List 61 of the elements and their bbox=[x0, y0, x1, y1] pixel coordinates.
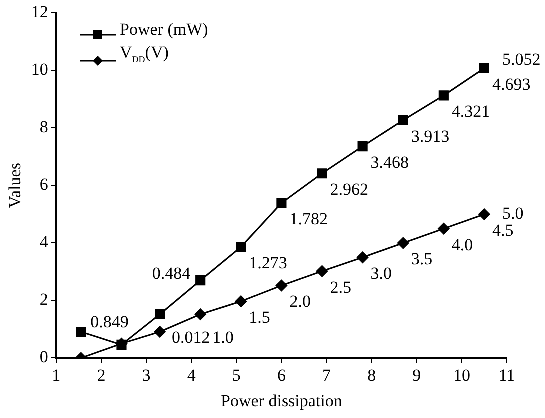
annotation: 3.468 bbox=[370, 153, 410, 172]
x-axis-title: Power dissipation bbox=[221, 391, 343, 410]
point bbox=[358, 142, 368, 152]
annotation: 4.0 bbox=[452, 235, 474, 254]
annotation: 2.962 bbox=[330, 180, 369, 200]
x-tick-label: 11 bbox=[498, 366, 516, 385]
legend-label: Power (mW) bbox=[120, 19, 208, 41]
point bbox=[317, 168, 328, 179]
point bbox=[438, 223, 450, 235]
x-tick-label: 9 bbox=[412, 366, 422, 385]
point bbox=[235, 296, 247, 308]
point bbox=[276, 198, 287, 208]
annotation: 1.782 bbox=[290, 210, 328, 229]
point bbox=[398, 237, 410, 249]
x-tick-label: 5 bbox=[232, 366, 241, 385]
annotation: 3.913 bbox=[411, 126, 450, 146]
x-tick-label: 8 bbox=[368, 366, 376, 385]
annotation: 2.0 bbox=[290, 292, 311, 312]
point bbox=[479, 63, 490, 74]
x-tick-label: 7 bbox=[322, 366, 332, 385]
point bbox=[196, 276, 206, 286]
point bbox=[276, 280, 288, 292]
point bbox=[76, 326, 86, 338]
y-tick-label: 8 bbox=[40, 118, 48, 137]
annotation: 0.849 bbox=[90, 312, 129, 332]
point bbox=[194, 308, 206, 320]
y-tick-label: 0 bbox=[40, 348, 48, 367]
annotation: 0.484 bbox=[152, 264, 192, 284]
point bbox=[154, 326, 166, 338]
x-tick-label: 2 bbox=[97, 366, 106, 385]
annotation: 0.012 bbox=[172, 328, 210, 347]
point bbox=[398, 115, 408, 126]
x-tick-label: 10 bbox=[453, 366, 470, 385]
y-axis-title: Values bbox=[6, 163, 25, 208]
annotation: 4.693 bbox=[492, 74, 531, 94]
y-tick-label: 4 bbox=[40, 232, 49, 252]
annotation: 1.273 bbox=[249, 254, 288, 273]
y-tick-label: 2 bbox=[40, 290, 48, 310]
annotation: 1.5 bbox=[249, 308, 270, 328]
point bbox=[316, 266, 328, 278]
x-tick-label: 3 bbox=[142, 366, 151, 385]
x-tick-label: 6 bbox=[277, 366, 286, 385]
annotation: 1.0 bbox=[212, 328, 234, 347]
annotation: 3.0 bbox=[370, 264, 392, 284]
annotation: 5.0 bbox=[502, 204, 524, 223]
y-tick-label: 10 bbox=[31, 60, 48, 80]
legend-label: V$_{DD}$(V) bbox=[120, 42, 169, 66]
x-tick-label: 1 bbox=[52, 366, 61, 385]
point bbox=[438, 90, 449, 101]
point bbox=[478, 208, 490, 220]
annotation: 2.5 bbox=[330, 278, 352, 297]
annotation: 3.5 bbox=[411, 250, 433, 269]
y-tick-label: 12 bbox=[31, 2, 48, 22]
point bbox=[236, 242, 246, 252]
point bbox=[357, 252, 369, 264]
annotation: 4.321 bbox=[452, 102, 490, 122]
annotation: 5.052 bbox=[502, 50, 541, 69]
annotation: 4.5 bbox=[492, 220, 514, 240]
x-tick-label: 4 bbox=[187, 366, 196, 385]
y-tick-label: 6 bbox=[40, 175, 48, 194]
point bbox=[154, 309, 166, 320]
